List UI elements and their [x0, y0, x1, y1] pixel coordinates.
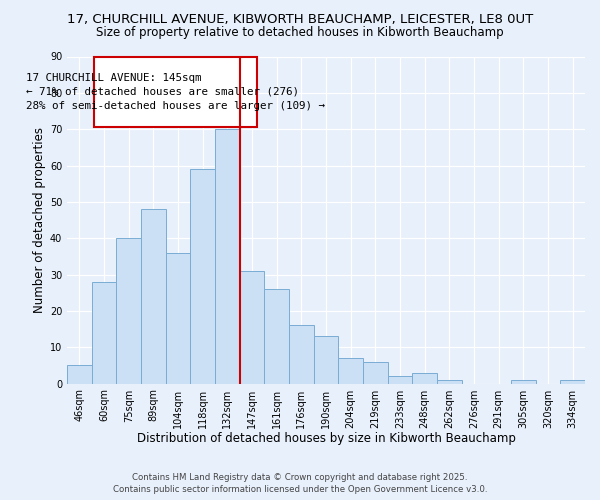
Text: 17, CHURCHILL AVENUE, KIBWORTH BEAUCHAMP, LEICESTER, LE8 0UT: 17, CHURCHILL AVENUE, KIBWORTH BEAUCHAMP…	[67, 12, 533, 26]
Bar	[116, 238, 141, 384]
Text: Size of property relative to detached houses in Kibworth Beauchamp: Size of property relative to detached ho…	[96, 26, 504, 39]
Bar	[338, 358, 363, 384]
Bar	[166, 253, 190, 384]
Bar	[215, 129, 240, 384]
Bar	[92, 282, 116, 384]
Text: Contains HM Land Registry data © Crown copyright and database right 2025.
Contai: Contains HM Land Registry data © Crown c…	[113, 472, 487, 494]
Bar	[314, 336, 338, 384]
Bar	[437, 380, 461, 384]
FancyBboxPatch shape	[94, 56, 257, 128]
Bar	[560, 380, 585, 384]
Bar	[412, 372, 437, 384]
Text: 17 CHURCHILL AVENUE: 145sqm
← 71% of detached houses are smaller (276)
28% of se: 17 CHURCHILL AVENUE: 145sqm ← 71% of det…	[26, 73, 325, 111]
Bar	[240, 271, 265, 384]
Bar	[289, 326, 314, 384]
Bar	[67, 366, 92, 384]
Y-axis label: Number of detached properties: Number of detached properties	[32, 127, 46, 313]
Bar	[388, 376, 412, 384]
Bar	[265, 289, 289, 384]
Bar	[511, 380, 536, 384]
Bar	[141, 209, 166, 384]
X-axis label: Distribution of detached houses by size in Kibworth Beauchamp: Distribution of detached houses by size …	[137, 432, 515, 445]
Bar	[363, 362, 388, 384]
Bar	[190, 169, 215, 384]
